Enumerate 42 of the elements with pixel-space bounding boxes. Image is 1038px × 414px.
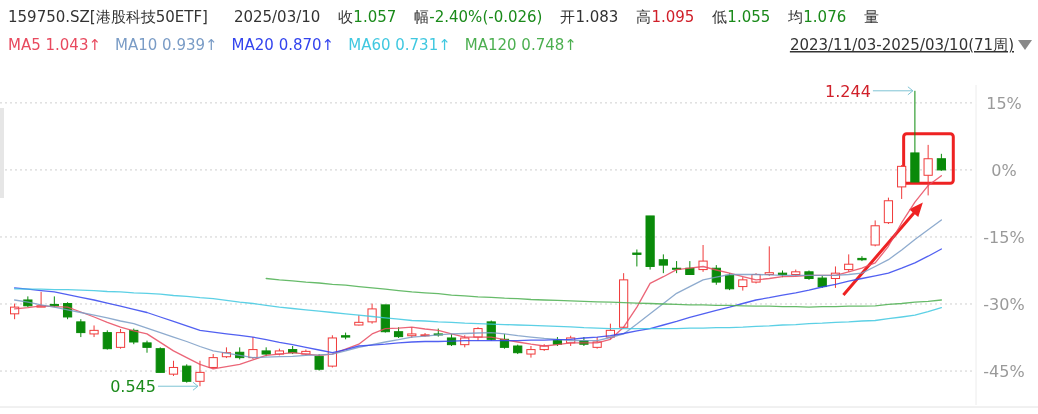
text: 收1.057 [338,8,397,26]
text: MA120 0.748↑ [464,36,577,54]
candlestick [632,248,642,267]
candlestick [367,303,377,325]
candlestick [870,219,880,247]
text: 幅-2.40%(-0.026) [414,8,543,26]
candlestick [658,253,668,274]
chart-subtitle: 2023/11/03-2025/03/10(71周) [789,36,1014,54]
line-series [13,219,943,359]
candlestick [248,336,258,360]
chart-title: 159750.SZ[港股科技50ETF] [8,8,208,26]
y-tick-label: -30% [983,294,1025,314]
candlestick [195,360,205,387]
candlestick [182,363,192,384]
candlestick [883,197,894,225]
text: 高1.095 [636,8,695,26]
annotation: 0.545 [110,377,156,397]
text: MA60 0.731↑ [348,36,451,54]
text: 均1.076 [787,8,847,26]
text: MA5 1.043↑ [8,36,102,54]
text: 2025/03/10 [233,8,321,26]
y-tick-label: 15% [986,93,1022,113]
text: MA10 0.939↑ [115,36,218,54]
text: 开1.083 [560,8,619,26]
line-series [13,248,943,354]
line-series [265,277,943,308]
candlestick [142,340,152,354]
candlestick [102,329,112,351]
annotation: 1.244 [825,81,871,101]
candlestick [115,328,126,350]
y-tick-label: 0% [991,160,1017,180]
text: 量 [864,8,880,26]
text: MA20 0.870↑ [231,36,335,54]
y-tick-label: -15% [983,227,1025,247]
candlestick [526,345,536,359]
candlestick [89,324,99,338]
candlestick [857,255,867,262]
text: 低1.055 [712,8,771,26]
candlestick [155,346,165,373]
candlestick [923,144,933,196]
candlestick [897,164,907,200]
y-tick-label: -45% [983,362,1025,382]
